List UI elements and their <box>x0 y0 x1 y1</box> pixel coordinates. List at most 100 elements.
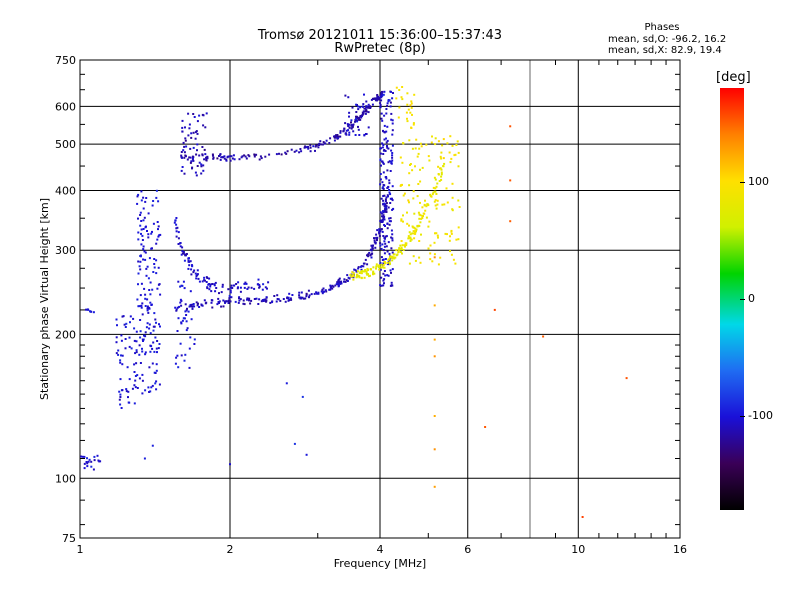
data-point <box>348 111 351 114</box>
data-point <box>437 263 440 266</box>
data-point <box>412 232 415 235</box>
data-point <box>419 201 421 204</box>
data-point <box>140 306 143 309</box>
data-point <box>246 288 249 290</box>
data-point <box>181 252 184 255</box>
data-point <box>381 230 384 233</box>
data-point <box>141 313 144 316</box>
data-point <box>436 203 439 206</box>
data-point <box>145 267 148 270</box>
data-point <box>176 354 179 357</box>
data-point <box>180 169 183 172</box>
data-point <box>417 183 420 185</box>
data-point <box>379 147 382 150</box>
data-point <box>225 300 228 303</box>
x-tick-label: 16 <box>673 543 687 556</box>
data-point <box>221 283 224 286</box>
data-point <box>140 220 143 222</box>
data-point <box>392 256 395 259</box>
data-point <box>187 260 190 263</box>
data-point <box>393 257 396 260</box>
data-point <box>157 228 159 231</box>
data-point <box>387 274 390 277</box>
data-point <box>145 225 147 228</box>
data-point <box>135 362 138 365</box>
data-point <box>379 178 382 181</box>
data-point <box>373 239 376 242</box>
data-point <box>150 345 153 348</box>
data-point <box>440 157 443 160</box>
data-point <box>376 236 379 239</box>
data-point <box>410 100 413 103</box>
data-point <box>365 272 368 275</box>
data-point <box>174 362 177 365</box>
data-point <box>301 296 304 299</box>
data-point <box>204 279 206 282</box>
data-point <box>298 294 301 297</box>
data-point <box>223 157 226 160</box>
data-point <box>337 278 340 281</box>
data-point <box>333 139 336 142</box>
data-point <box>406 92 409 95</box>
y-tick-label: 750 <box>55 54 76 67</box>
data-point <box>195 277 198 280</box>
data-point <box>133 384 136 387</box>
data-point <box>364 112 367 115</box>
data-point <box>139 260 142 263</box>
data-point <box>457 165 460 168</box>
data-point <box>184 353 187 356</box>
data-point <box>192 113 195 115</box>
data-point <box>386 227 389 230</box>
data-point <box>442 138 445 141</box>
data-point <box>424 209 427 212</box>
data-point <box>348 115 350 118</box>
data-point <box>136 195 139 198</box>
data-point <box>387 147 390 150</box>
data-point <box>351 274 354 277</box>
data-point <box>216 157 219 160</box>
data-point <box>189 260 192 263</box>
data-point <box>425 216 428 219</box>
data-point <box>220 291 223 294</box>
data-point <box>88 458 91 461</box>
data-point <box>399 251 402 253</box>
data-point <box>87 460 90 463</box>
data-point <box>373 241 376 244</box>
data-point <box>92 468 95 471</box>
data-point <box>152 222 155 225</box>
data-point <box>89 310 91 313</box>
data-point <box>420 217 423 220</box>
data-point <box>177 280 180 283</box>
data-point <box>388 189 391 191</box>
data-point <box>285 152 288 155</box>
data-point <box>408 172 411 175</box>
data-point <box>452 258 455 261</box>
data-point <box>301 395 304 398</box>
data-point <box>413 93 416 96</box>
data-point <box>195 153 198 156</box>
data-point <box>429 252 432 255</box>
data-point <box>191 158 194 161</box>
data-point <box>353 272 355 275</box>
data-point <box>409 236 412 239</box>
data-point <box>389 101 392 104</box>
data-point <box>298 296 301 299</box>
data-point <box>185 329 188 332</box>
data-point <box>264 155 267 158</box>
data-point <box>381 119 384 122</box>
data-point <box>333 135 335 138</box>
data-point <box>263 298 266 301</box>
data-point <box>226 155 229 158</box>
data-point <box>185 145 188 148</box>
data-point <box>154 318 157 321</box>
data-point <box>356 270 359 273</box>
data-point <box>379 183 382 186</box>
data-point <box>379 268 382 271</box>
data-point <box>379 211 382 214</box>
data-point <box>219 153 222 156</box>
data-point <box>127 390 130 393</box>
data-point <box>202 164 205 167</box>
data-point <box>336 281 339 284</box>
data-point <box>151 347 154 350</box>
